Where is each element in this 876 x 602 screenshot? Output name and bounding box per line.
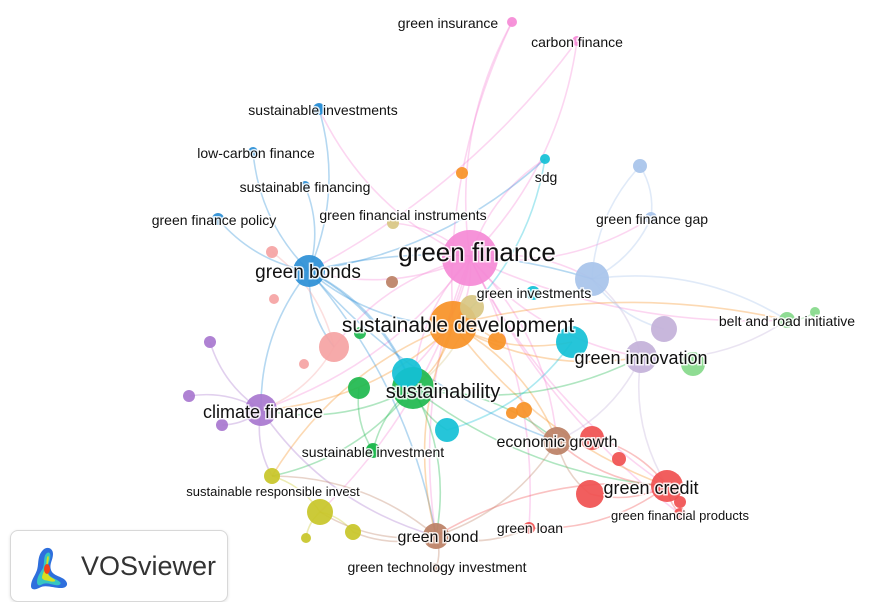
node-n-yellow-3[interactable] — [301, 533, 311, 543]
label-climate-finance[interactable]: climate finance — [203, 402, 323, 422]
label-green-financial-instruments[interactable]: green financial instruments — [319, 207, 486, 223]
node-n-lightblue-1[interactable] — [633, 159, 647, 173]
node-n-purple-2[interactable] — [183, 390, 195, 402]
node-n-orange-4[interactable] — [506, 407, 518, 419]
labels-layer: green finance sustainable development sust… — [152, 15, 856, 575]
label-green-finance-policy[interactable]: green finance policy — [152, 212, 277, 228]
node-n-salmon-4[interactable] — [299, 359, 309, 369]
node-n-lavender-1[interactable] — [651, 316, 677, 342]
node-n-green-1[interactable] — [348, 377, 370, 399]
node-sdg[interactable] — [540, 154, 550, 164]
label-sustainable-responsible-invest[interactable]: sustainable responsible invest — [186, 484, 360, 499]
label-green-innovation[interactable]: green innovation — [574, 348, 707, 368]
label-sustainable-financing[interactable]: sustainable financing — [240, 179, 371, 195]
node-n-salmon-3[interactable] — [269, 294, 279, 304]
link-green-innovation-green-credit — [639, 357, 667, 486]
node-n-brown-1[interactable] — [386, 276, 398, 288]
node-n-orange-3[interactable] — [456, 167, 468, 179]
node-sustainable-responsible-invest[interactable] — [264, 468, 280, 484]
label-green-finance-gap[interactable]: green finance gap — [596, 211, 708, 227]
label-green-technology-investment[interactable]: green technology investment — [348, 559, 527, 575]
label-belt-and-road-initiative[interactable]: belt and road initiative — [719, 313, 855, 329]
vosviewer-logo-icon — [25, 542, 73, 590]
node-green-insurance[interactable] — [507, 17, 517, 27]
label-sustainable-development[interactable]: sustainable development — [342, 314, 574, 337]
link-green-finance-carbon-finance — [470, 41, 577, 258]
label-green-insurance[interactable]: green insurance — [398, 15, 499, 31]
label-low-carbon-finance[interactable]: low-carbon finance — [197, 145, 315, 161]
node-n-yellow-2[interactable] — [345, 524, 361, 540]
label-green-bond[interactable]: green bond — [398, 529, 479, 546]
node-n-yellow-1[interactable] — [307, 499, 333, 525]
label-green-finance[interactable]: green finance — [398, 237, 556, 267]
label-sustainable-investment[interactable]: sustainable investment — [302, 444, 445, 460]
node-n-red-3[interactable] — [612, 452, 626, 466]
label-carbon-finance[interactable]: carbon finance — [531, 34, 623, 50]
node-n-purple-1[interactable] — [204, 336, 216, 348]
label-economic-growth[interactable]: economic growth — [497, 434, 618, 451]
label-green-investments[interactable]: green investments — [477, 285, 591, 301]
node-n-orange-2[interactable] — [516, 402, 532, 418]
node-n-cyan-3[interactable] — [435, 418, 459, 442]
label-sdg[interactable]: sdg — [535, 169, 558, 185]
node-n-salmon-2[interactable] — [266, 246, 278, 258]
label-sustainable-investments[interactable]: sustainable investments — [248, 102, 397, 118]
label-green-loan[interactable]: green loan — [497, 520, 563, 536]
link-green-bonds-climate-finance — [261, 271, 309, 410]
label-green-financial-products[interactable]: green financial products — [611, 508, 750, 523]
label-green-bonds[interactable]: green bonds — [255, 262, 361, 283]
label-sustainability[interactable]: sustainability — [386, 381, 501, 403]
node-n-red-1[interactable] — [576, 480, 604, 508]
vosviewer-logo: VOSviewer — [10, 530, 228, 602]
vosviewer-logo-text: VOSviewer — [81, 551, 216, 582]
label-green-credit[interactable]: green credit — [603, 478, 698, 498]
